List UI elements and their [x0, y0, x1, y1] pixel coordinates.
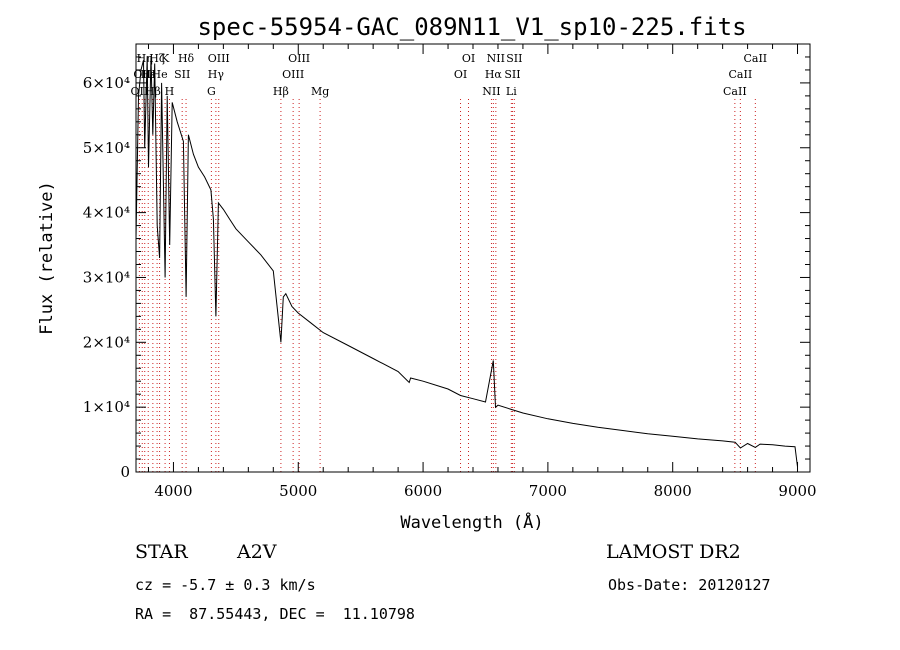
marker-label: CaII: [723, 85, 747, 98]
x-tick-label: 7000: [529, 482, 567, 500]
object-class: STAR: [135, 541, 188, 563]
y-tick-label: 1×10⁴: [83, 398, 130, 416]
y-tick-label: 5×10⁴: [83, 139, 130, 157]
x-axis-label: Wavelength (Å): [400, 511, 543, 533]
marker-label: OIII: [282, 68, 304, 81]
marker-label: OI: [462, 52, 475, 65]
chart-title: spec-55954-GAC_089N11_V1_sp10-225.fits: [197, 13, 746, 41]
marker-label: NII: [482, 85, 500, 98]
y-tick-label: 4×10⁴: [83, 204, 130, 222]
marker-label: Hβ: [273, 85, 289, 98]
marker-label: CaII: [743, 52, 767, 65]
y-tick-label: 0: [120, 463, 130, 481]
marker-label: SII: [506, 52, 522, 65]
y-tick-label: 3×10⁴: [83, 268, 130, 286]
marker-label: CaII: [729, 68, 753, 81]
plot-frame: [135, 43, 811, 473]
x-tick-label: 5000: [279, 482, 317, 500]
marker-label: G: [207, 85, 216, 98]
marker-label: Hγ: [208, 68, 225, 81]
marker-label: Hε: [141, 68, 157, 81]
marker-label: H: [165, 85, 175, 98]
marker-label: Hα: [485, 68, 503, 81]
marker-label: Hβ: [145, 85, 161, 98]
coordinates: RA = 87.55443, DEC = 11.10798: [135, 605, 415, 623]
marker-label: Hζ: [149, 52, 165, 65]
marker-label: SII: [174, 68, 190, 81]
marker-label: OIII: [288, 52, 310, 65]
y-tick-label: 6×10⁴: [83, 74, 130, 92]
spectrum-series: [135, 56, 798, 467]
line-markers: OIIOIIHηHεHβHζHeKHSIIHδGHγOIIIHβOIIIOIII…: [131, 52, 767, 472]
marker-label: NII: [487, 52, 505, 65]
marker-label: Hη: [137, 52, 153, 65]
x-tick-label: 9000: [778, 482, 816, 500]
redshift-velocity: cz = -5.7 ± 0.3 km/s: [135, 576, 316, 594]
marker-label: SII: [504, 68, 520, 81]
x-tick-label: 6000: [404, 482, 442, 500]
marker-label: OI: [454, 68, 467, 81]
marker-label: He: [152, 68, 168, 81]
survey-name: LAMOST DR2: [606, 541, 741, 563]
axes: 4000 5000 6000 7000 8000 9000 0 1×10⁴ 2×10⁴ 3×10⁴…: [83, 44, 817, 500]
y-axis-label: Flux (relative): [37, 181, 57, 335]
spectrum-line: [135, 56, 798, 467]
marker-label: K: [161, 52, 170, 65]
x-tick-label: 8000: [654, 482, 692, 500]
marker-label: Li: [506, 85, 517, 98]
marker-label: OIII: [208, 52, 230, 65]
object-subclass: A2V: [237, 541, 277, 563]
x-tick-label: 4000: [154, 482, 192, 500]
marker-label: Hδ: [178, 52, 195, 65]
marker-label: Mg: [311, 85, 329, 98]
y-tick-label: 2×10⁴: [83, 333, 130, 351]
observation-date: Obs-Date: 20120127: [608, 576, 771, 594]
